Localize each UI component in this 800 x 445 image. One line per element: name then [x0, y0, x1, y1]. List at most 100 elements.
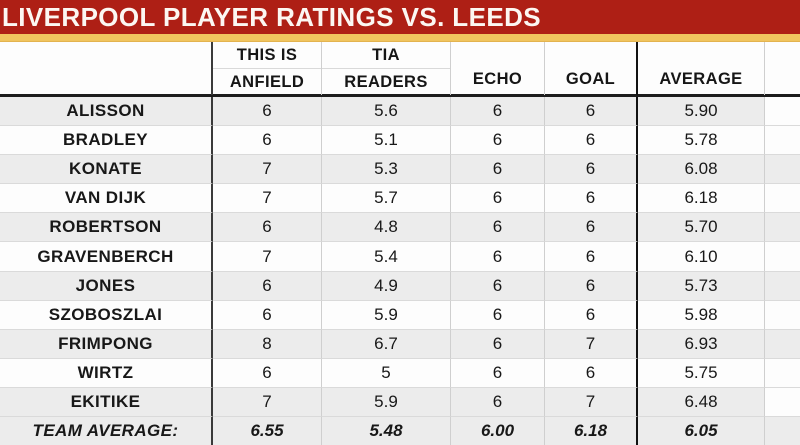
rating-cell-this-is-anfield[interactable]: 6	[213, 300, 322, 330]
gutter-cell	[765, 329, 800, 359]
player-name-cell[interactable]: ROBERTSON	[0, 213, 213, 243]
average-cell[interactable]: 5.73	[638, 271, 765, 301]
rating-cell-echo[interactable]: 6	[451, 213, 545, 243]
rating-cell-this-is-anfield[interactable]: 8	[213, 329, 322, 359]
gutter-cell	[765, 417, 800, 445]
rating-cell-tia-readers[interactable]: 4.9	[322, 271, 451, 301]
player-row: EKITIKE 7 5.9 6 7 6.48	[0, 387, 800, 418]
rating-cell-echo[interactable]: 6	[451, 126, 545, 156]
team-average-row: TEAM AVERAGE: 6.55 5.48 6.00 6.18 6.05	[0, 417, 800, 445]
rating-cell-this-is-anfield[interactable]: 7	[213, 155, 322, 185]
player-row: ALISSON 6 5.6 6 6 5.90	[0, 97, 800, 127]
rating-cell-echo[interactable]: 6	[451, 242, 545, 272]
average-cell[interactable]: 6.10	[638, 242, 765, 272]
player-row: SZOBOSZLAI 6 5.9 6 6 5.98	[0, 300, 800, 330]
gutter-cell	[765, 126, 800, 156]
player-name-cell[interactable]: BRADLEY	[0, 126, 213, 156]
gutter-cell	[765, 300, 800, 330]
average-cell[interactable]: 5.70	[638, 213, 765, 243]
rating-cell-goal[interactable]: 6	[545, 300, 638, 330]
rating-cell-this-is-anfield[interactable]: 6.55	[213, 417, 322, 445]
rating-cell-tia-readers[interactable]: 5	[322, 358, 451, 388]
rating-cell-tia-readers[interactable]: 6.7	[322, 329, 451, 359]
rating-cell-tia-readers[interactable]: 4.8	[322, 213, 451, 243]
player-name-cell[interactable]: KONATE	[0, 155, 213, 185]
average-cell[interactable]: 6.18	[638, 184, 765, 214]
rating-cell-this-is-anfield[interactable]: 6	[213, 213, 322, 243]
player-row: FRIMPONG 8 6.7 6 7 6.93	[0, 329, 800, 359]
player-row: BRADLEY 6 5.1 6 6 5.78	[0, 126, 800, 156]
rating-cell-echo[interactable]: 6	[451, 329, 545, 359]
player-name-cell[interactable]: FRIMPONG	[0, 329, 213, 359]
rating-cell-echo[interactable]: 6	[451, 358, 545, 388]
header-cell-this-is-anfield[interactable]: THIS IS ANFIELD	[213, 42, 322, 95]
title-banner: LIVERPOOL PLAYER RATINGS VS. LEEDS	[0, 0, 800, 34]
gutter-cell	[765, 213, 800, 243]
rating-cell-tia-readers[interactable]: 5.48	[322, 417, 451, 445]
rating-cell-echo[interactable]: 6	[451, 184, 545, 214]
rating-cell-goal[interactable]: 7	[545, 387, 638, 418]
gold-divider-strip	[0, 34, 800, 42]
header-cell-gutter	[765, 42, 800, 95]
rating-cell-goal[interactable]: 6	[545, 184, 638, 214]
rating-cell-tia-readers[interactable]: 5.9	[322, 300, 451, 330]
average-cell[interactable]: 5.78	[638, 126, 765, 156]
rating-cell-this-is-anfield[interactable]: 6	[213, 97, 322, 127]
rating-cell-this-is-anfield[interactable]: 6	[213, 271, 322, 301]
header-cell-average[interactable]: AVERAGE	[638, 42, 765, 95]
rating-cell-tia-readers[interactable]: 5.6	[322, 97, 451, 127]
rating-cell-goal[interactable]: 6	[545, 213, 638, 243]
rating-cell-goal[interactable]: 6	[545, 242, 638, 272]
rating-cell-echo[interactable]: 6	[451, 155, 545, 185]
header-cell-player[interactable]	[0, 42, 213, 95]
player-name-cell[interactable]: WIRTZ	[0, 358, 213, 388]
header-cell-goal[interactable]: GOAL	[545, 42, 638, 95]
rating-cell-echo[interactable]: 6	[451, 387, 545, 418]
player-row: WIRTZ 6 5 6 6 5.75	[0, 358, 800, 388]
rating-cell-echo[interactable]: 6.00	[451, 417, 545, 445]
rating-cell-echo[interactable]: 6	[451, 271, 545, 301]
average-cell[interactable]: 6.08	[638, 155, 765, 185]
player-name-cell[interactable]: EKITIKE	[0, 387, 213, 418]
average-cell[interactable]: 6.05	[638, 417, 765, 445]
rating-cell-tia-readers[interactable]: 5.4	[322, 242, 451, 272]
average-cell[interactable]: 5.75	[638, 358, 765, 388]
rating-cell-tia-readers[interactable]: 5.3	[322, 155, 451, 185]
player-name-cell[interactable]: TEAM AVERAGE:	[0, 417, 213, 445]
header-label: TIA	[322, 42, 450, 69]
rating-cell-goal[interactable]: 6	[545, 271, 638, 301]
rating-cell-this-is-anfield[interactable]: 7	[213, 242, 322, 272]
player-name-cell[interactable]: SZOBOSZLAI	[0, 300, 213, 330]
player-name-cell[interactable]: VAN DIJK	[0, 184, 213, 214]
rating-cell-goal[interactable]: 6	[545, 155, 638, 185]
player-name-cell[interactable]: ALISSON	[0, 97, 213, 127]
rating-cell-this-is-anfield[interactable]: 6	[213, 358, 322, 388]
gutter-cell	[765, 387, 800, 418]
gutter-cell	[765, 358, 800, 388]
rating-cell-this-is-anfield[interactable]: 6	[213, 126, 322, 156]
rating-cell-echo[interactable]: 6	[451, 300, 545, 330]
table-header-row: THIS IS ANFIELD TIA READERS ECHO GOAL AV…	[0, 42, 800, 97]
player-name-cell[interactable]: GRAVENBERCH	[0, 242, 213, 272]
rating-cell-goal[interactable]: 6	[545, 97, 638, 127]
player-name-cell[interactable]: JONES	[0, 271, 213, 301]
average-cell[interactable]: 6.48	[638, 387, 765, 418]
header-cell-tia-readers[interactable]: TIA READERS	[322, 42, 451, 95]
rating-cell-tia-readers[interactable]: 5.9	[322, 387, 451, 418]
rating-cell-goal[interactable]: 7	[545, 329, 638, 359]
average-cell[interactable]: 5.90	[638, 97, 765, 127]
average-cell[interactable]: 5.98	[638, 300, 765, 330]
rating-cell-this-is-anfield[interactable]: 7	[213, 184, 322, 214]
header-cell-echo[interactable]: ECHO	[451, 42, 545, 95]
rating-cell-tia-readers[interactable]: 5.7	[322, 184, 451, 214]
rating-cell-this-is-anfield[interactable]: 7	[213, 387, 322, 418]
rating-cell-echo[interactable]: 6	[451, 97, 545, 127]
player-row: JONES 6 4.9 6 6 5.73	[0, 271, 800, 301]
rating-cell-goal[interactable]: 6	[545, 358, 638, 388]
player-row: GRAVENBERCH 7 5.4 6 6 6.10	[0, 242, 800, 272]
rating-cell-goal[interactable]: 6.18	[545, 417, 638, 445]
average-cell[interactable]: 6.93	[638, 329, 765, 359]
rating-cell-goal[interactable]: 6	[545, 126, 638, 156]
rating-cell-tia-readers[interactable]: 5.1	[322, 126, 451, 156]
page-title: LIVERPOOL PLAYER RATINGS VS. LEEDS	[2, 2, 541, 32]
